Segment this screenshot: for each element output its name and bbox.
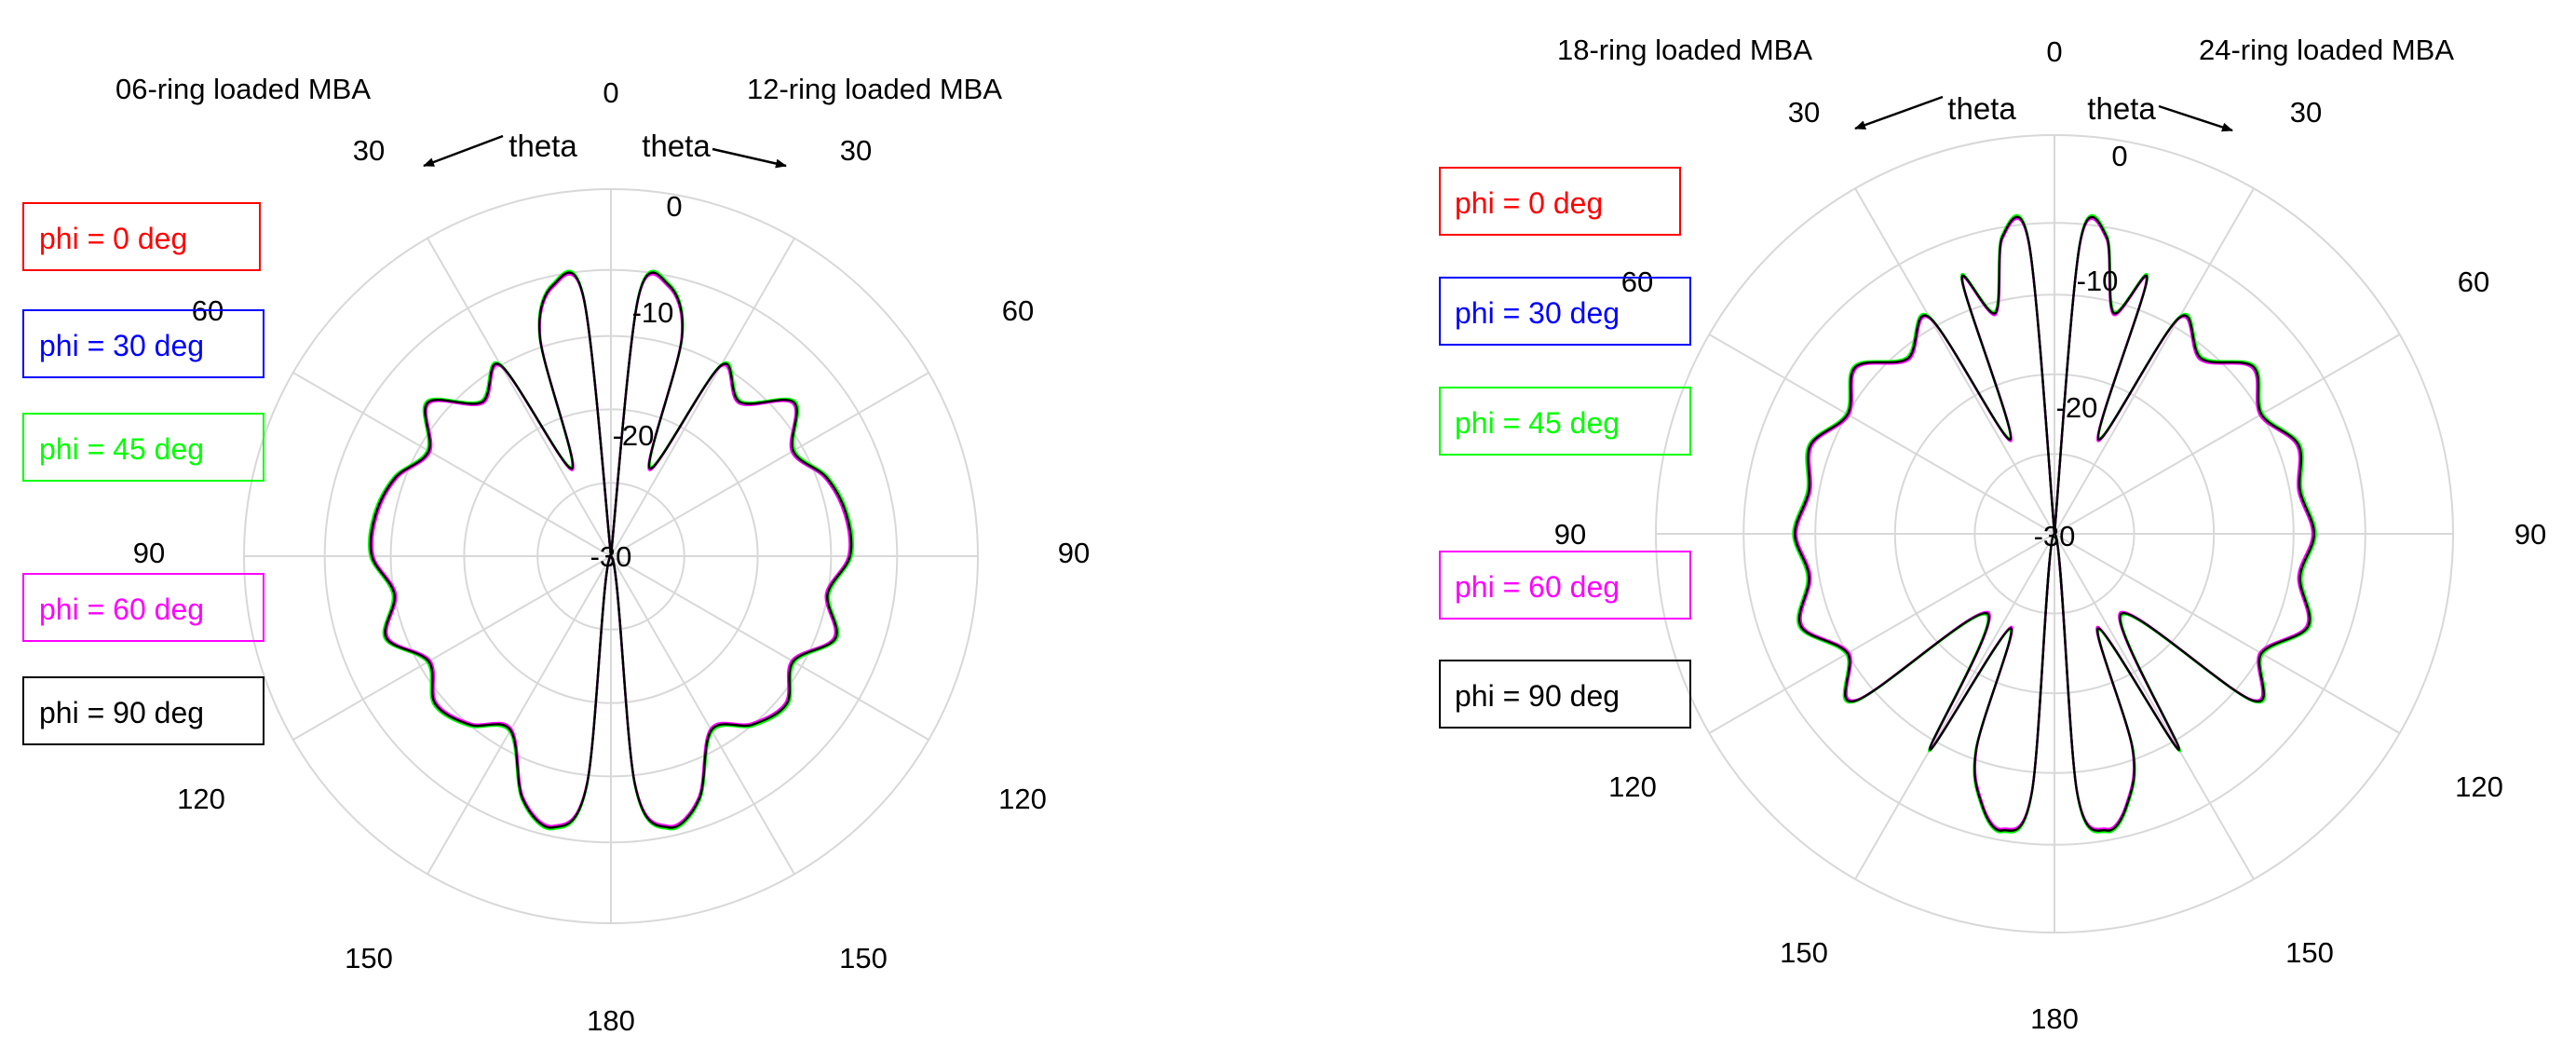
grid-spoke [2054, 533, 2401, 734]
pattern-curves-right [1792, 213, 2317, 834]
grid-spoke [1708, 533, 2055, 734]
grid-spoke [427, 555, 612, 875]
polar-chart-left: 0 30 60 90 120 150 180 150 120 90 60 30 … [22, 73, 1090, 1037]
theta-tick-90-right: 90 [2515, 518, 2546, 551]
theta-arrow-label-right: theta [642, 129, 711, 163]
legend-label-phi60: phi = 60 deg [1455, 570, 1620, 604]
theta-tick-180: 180 [2030, 1002, 2079, 1035]
grid-spoke [610, 555, 795, 875]
theta-tick-0: 0 [2046, 35, 2062, 68]
radial-tick-0: 0 [666, 190, 682, 223]
grid-spoke [2054, 533, 2255, 880]
legend-label-phi30: phi = 30 deg [39, 329, 204, 362]
polar-chart-right: 0 30 60 90 120 150 180 150 120 90 60 30 … [1439, 34, 2546, 1035]
theta-tick-90-right: 90 [1058, 537, 1090, 569]
legend-label-phi90: phi = 90 deg [39, 696, 204, 729]
grid-spoke [1854, 187, 2055, 535]
theta-tick-150-right: 150 [839, 942, 888, 974]
grid-spoke [610, 372, 929, 557]
theta-tick-60-right: 60 [2458, 266, 2489, 298]
theta-tick-90-left: 90 [133, 537, 165, 569]
legend-right: phi = 0 deg phi = 30 deg phi = 45 deg ph… [1439, 167, 1691, 729]
theta-arrow-right [712, 147, 787, 169]
legend-label-phi45: phi = 45 deg [39, 432, 204, 466]
legend-label-phi45: phi = 45 deg [1455, 406, 1620, 440]
polar-grid-left [243, 188, 979, 924]
polar-grid-right [1655, 134, 2454, 933]
radial-tick-minus30: -30 [590, 540, 632, 573]
grid-spoke [2054, 187, 2255, 535]
theta-tick-120-right: 120 [998, 783, 1047, 815]
legend-label-phi0: phi = 0 deg [1455, 186, 1603, 220]
radial-tick-minus10: -10 [2077, 265, 2119, 297]
theta-tick-150-left: 150 [1780, 936, 1828, 969]
theta-tick-30-right: 30 [2290, 96, 2322, 129]
legend-label-phi0: phi = 0 deg [39, 222, 187, 255]
legend-box-phi60 [22, 573, 264, 642]
theta-tick-120-right: 120 [2455, 770, 2503, 803]
legend-label-phi30: phi = 30 deg [1455, 296, 1620, 330]
theta-tick-0: 0 [603, 76, 618, 109]
grid-spoke [1708, 334, 2055, 535]
theta-tick-60-left: 60 [1621, 266, 1653, 298]
grid-spoke [610, 238, 795, 557]
legend-left: phi = 0 deg phi = 30 deg phi = 45 deg ph… [22, 202, 264, 745]
grid-spoke [292, 372, 612, 557]
theta-tick-180: 180 [587, 1004, 635, 1037]
theta-arrow-left [1854, 95, 1944, 130]
legend-box-phi90 [1439, 660, 1691, 729]
theta-arrow-label-left: theta [508, 129, 577, 163]
legend-box-phi0 [1439, 167, 1681, 236]
title-24-ring: 24-ring loaded MBA [2199, 34, 2454, 66]
radial-tick-minus20: -20 [2056, 391, 2098, 424]
theta-tick-30-left: 30 [353, 134, 385, 167]
grid-spoke [2054, 334, 2401, 535]
legend-box-phi90 [22, 676, 264, 745]
theta-arrow-label-right: theta [2087, 91, 2156, 126]
radial-tick-minus10: -10 [632, 296, 674, 329]
legend-box-phi30 [22, 309, 264, 378]
grid-spoke [427, 238, 612, 557]
theta-arrow-right [2158, 104, 2233, 132]
radial-tick-minus20: -20 [613, 419, 655, 452]
legend-box-phi30 [1439, 277, 1691, 346]
grid-spoke [1854, 533, 2055, 880]
title-12-ring: 12-ring loaded MBA [747, 73, 1002, 105]
theta-tick-120-left: 120 [1608, 770, 1657, 803]
radial-tick-minus30: -30 [2034, 520, 2076, 552]
grid-spoke [292, 555, 612, 741]
theta-arrow-label-left: theta [1947, 91, 2016, 126]
grid-spoke [610, 555, 929, 741]
theta-arrow-left [423, 134, 504, 168]
theta-tick-120-left: 120 [177, 783, 225, 815]
title-18-ring: 18-ring loaded MBA [1557, 34, 1812, 66]
pattern-curves-left [367, 269, 855, 831]
theta-tick-150-right: 150 [2285, 936, 2334, 969]
radial-tick-0: 0 [2111, 140, 2127, 172]
title-06-ring: 06-ring loaded MBA [115, 73, 371, 105]
series-phi-90-deg [1794, 215, 2315, 832]
legend-label-phi90: phi = 90 deg [1455, 679, 1620, 713]
legend-box-phi60 [1439, 551, 1691, 620]
series-phi-90-deg [369, 271, 853, 829]
theta-tick-150-left: 150 [345, 942, 393, 974]
legend-box-phi0 [22, 202, 261, 271]
legend-box-phi45 [22, 413, 264, 482]
legend-label-phi60: phi = 60 deg [39, 593, 204, 626]
theta-tick-90-left: 90 [1554, 518, 1586, 551]
theta-tick-30-left: 30 [1788, 96, 1820, 129]
legend-box-phi45 [1439, 387, 1691, 456]
theta-tick-30-right: 30 [840, 134, 872, 167]
theta-tick-60-right: 60 [1002, 294, 1034, 327]
